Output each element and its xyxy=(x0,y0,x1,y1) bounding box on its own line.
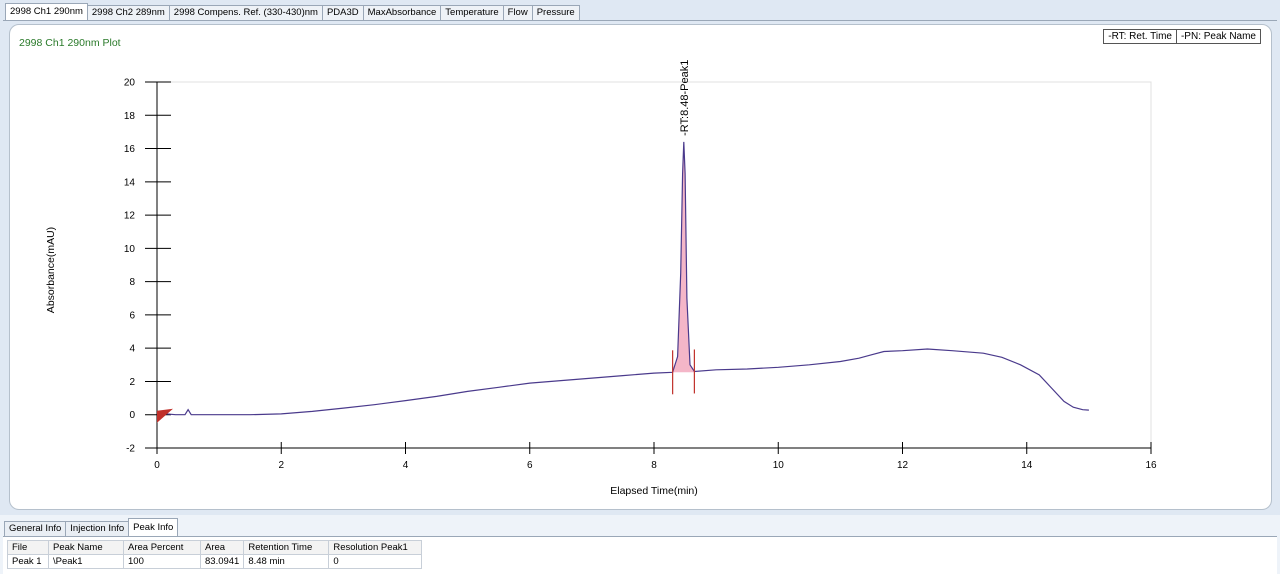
cell-retention-time: 8.48 min xyxy=(243,554,330,569)
tab-2998-ch1[interactable]: 2998 Ch1 290nm xyxy=(5,3,88,20)
x-axis-label: Elapsed Time(min) xyxy=(610,485,698,497)
x-tick-label: 2 xyxy=(278,460,284,471)
injection-marker xyxy=(157,408,173,423)
y-tick-label: 2 xyxy=(129,377,135,388)
info-tab-strip: General Info Injection Info Peak Info xyxy=(4,518,179,536)
y-tick-label: 16 xyxy=(124,144,136,155)
table-row[interactable]: Peak 1 \Peak1 100 83.0941 8.48 min 0 xyxy=(7,554,423,569)
y-tick-label: 8 xyxy=(129,277,135,288)
peak-info-table: File Peak Name Area Percent Area Retenti… xyxy=(7,540,423,569)
tab-strip-border xyxy=(3,20,1277,21)
col-file[interactable]: File xyxy=(7,540,49,555)
y-tick-label: -2 xyxy=(126,444,135,455)
y-tick-label: 20 xyxy=(124,78,136,89)
col-area-percent[interactable]: Area Percent xyxy=(123,540,201,555)
x-tick-label: 4 xyxy=(403,460,409,471)
cell-file: Peak 1 xyxy=(7,554,49,569)
y-tick-label: 10 xyxy=(124,244,136,255)
y-tick-label: 14 xyxy=(124,177,136,188)
y-tick-label: 18 xyxy=(124,111,136,122)
cell-peak-name: \Peak1 xyxy=(48,554,124,569)
tab-flow[interactable]: Flow xyxy=(502,5,533,20)
y-tick-label: 12 xyxy=(124,211,136,222)
chromatogram-chart[interactable]: -2 0 2 4 6 8 10 12 14 16 18 20 0 2 4 6 8 10 12 14 16 Elapsed … xyxy=(10,25,1271,509)
info-panel: General Info Injection Info Peak Info Fi… xyxy=(0,515,1280,574)
col-resolution[interactable]: Resolution Peak1 xyxy=(328,540,423,555)
y-tick-label: 6 xyxy=(129,310,135,321)
tab-2998-ch2[interactable]: 2998 Ch2 289nm xyxy=(86,5,170,20)
y-axis-label: Absorbance(mAU) xyxy=(45,227,57,313)
y-tick-label: 4 xyxy=(129,344,135,355)
table-header-row: File Peak Name Area Percent Area Retenti… xyxy=(7,540,423,555)
peak-annotation: -RT:8.48-Peak1 xyxy=(679,60,691,136)
x-tick-label: 16 xyxy=(1145,460,1157,471)
chromatogram-trace xyxy=(156,141,1089,416)
legend-retention-time[interactable]: -RT: Ret. Time xyxy=(1108,31,1172,42)
y-tick-label: 0 xyxy=(129,410,135,421)
tab-peak-info[interactable]: Peak Info xyxy=(128,518,179,536)
cell-area: 83.0941 xyxy=(199,554,245,569)
tab-compens-ref[interactable]: 2998 Compens. Ref. (330-430)nm xyxy=(168,5,323,20)
col-area[interactable]: Area xyxy=(199,540,245,555)
peak-area-fill xyxy=(672,141,695,373)
tab-injection-info[interactable]: Injection Info xyxy=(65,521,130,536)
chart-tab-strip: 2998 Ch1 290nm 2998 Ch2 289nm 2998 Compe… xyxy=(5,3,580,20)
plot-frame xyxy=(156,81,1152,449)
x-tick-label: 12 xyxy=(897,460,909,471)
peak-table-container: File Peak Name Area Percent Area Retenti… xyxy=(3,536,1277,574)
plot-title: 2998 Ch1 290nm Plot xyxy=(19,37,121,49)
x-tick-label: 10 xyxy=(773,460,785,471)
x-tick-label: 6 xyxy=(527,460,533,471)
tab-maxabsorbance[interactable]: MaxAbsorbance xyxy=(362,5,442,20)
tab-general-info[interactable]: General Info xyxy=(4,521,67,536)
tab-pda3d[interactable]: PDA3D xyxy=(321,5,364,20)
cell-area-percent: 100 xyxy=(123,554,201,569)
col-peak-name[interactable]: Peak Name xyxy=(48,540,124,555)
tab-pressure[interactable]: Pressure xyxy=(531,5,580,20)
tab-temperature[interactable]: Temperature xyxy=(440,5,504,20)
cell-resolution: 0 xyxy=(328,554,423,569)
col-retention-time[interactable]: Retention Time xyxy=(243,540,330,555)
label-legend: -RT: Ret. Time -PN: Peak Name xyxy=(1103,29,1261,44)
plot-panel: -2 0 2 4 6 8 10 12 14 16 18 20 0 2 4 6 8 10 12 14 16 Elapsed … xyxy=(9,24,1272,510)
x-tick-label: 0 xyxy=(154,460,160,471)
x-tick-label: 14 xyxy=(1021,460,1033,471)
legend-peak-name[interactable]: -PN: Peak Name xyxy=(1175,30,1260,43)
x-tick-label: 8 xyxy=(651,460,657,471)
